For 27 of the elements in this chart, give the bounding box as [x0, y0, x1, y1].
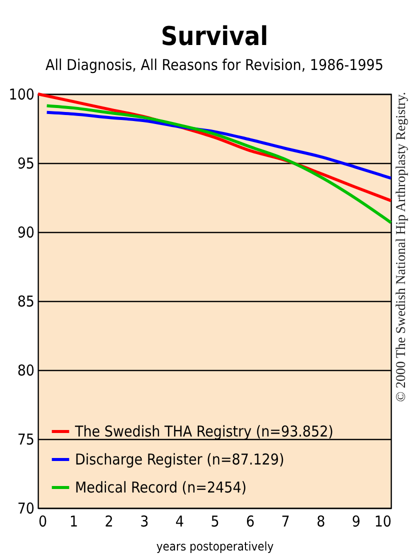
- x-tick-label: 5: [210, 512, 220, 530]
- y-tick-label: 85: [17, 292, 34, 310]
- x-tick-label: 4: [175, 512, 184, 530]
- x-tick-label: 8: [316, 512, 326, 530]
- x-tick-label: 9: [352, 512, 360, 530]
- legend-label: Medical Record (n=2454): [75, 478, 247, 496]
- legend-label: The Swedish THA Registry (n=93.852): [74, 422, 334, 440]
- line-series: [45, 110, 392, 180]
- y-tick-label: 95: [17, 154, 34, 172]
- legend-label: Discharge Register (n=87.129): [75, 450, 284, 468]
- y-tick-label: 90: [17, 224, 34, 242]
- x-tick-label: 6: [246, 512, 255, 530]
- line-series: [45, 104, 392, 224]
- chart-subtitle: All Diagnosis, All Reasons for Revision, 1986-1995: [46, 56, 384, 74]
- y-tick-label: 70: [17, 500, 34, 518]
- text: © 2000 The Swedish National Hip Arthroplasty Registry.: [393, 92, 409, 402]
- y-tick-label: 100: [8, 86, 34, 104]
- x-tick-label: 7: [281, 512, 290, 530]
- x-tick-label: 2: [104, 512, 114, 530]
- x-tick-label: 0: [38, 512, 48, 530]
- y-tick-label: 80: [17, 362, 34, 380]
- x-axis-title: years postoperatively: [156, 540, 274, 554]
- x-tick-label: 1: [70, 512, 78, 530]
- y-tick-label: 75: [17, 430, 34, 448]
- chart-title: Survival: [160, 22, 268, 52]
- x-tick-label: 3: [140, 512, 149, 530]
- x-tick-label: 10: [374, 512, 392, 530]
